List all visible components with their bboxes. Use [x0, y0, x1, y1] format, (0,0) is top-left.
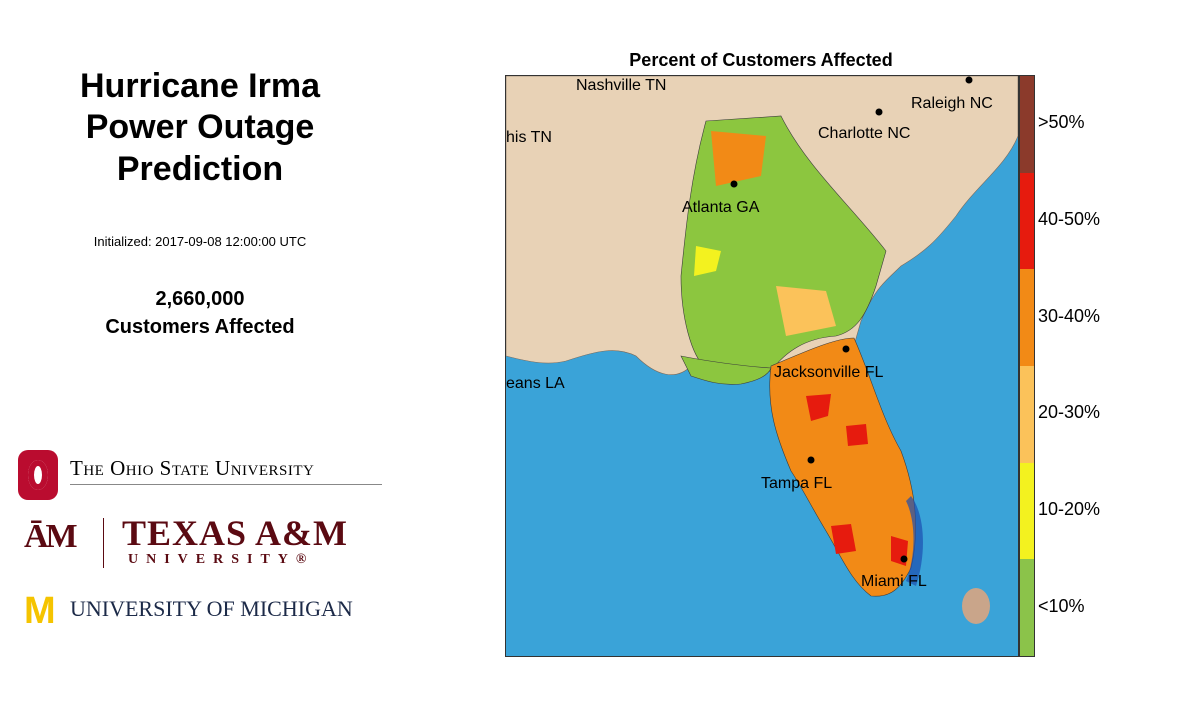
city-marker-tampa: [807, 456, 815, 464]
city-label-charlotte: Charlotte NC: [818, 125, 910, 142]
map-svg: Nashville TN Raleigh NC Charlotte NC his…: [506, 76, 1018, 656]
map-title: Percent of Customers Affected: [629, 50, 893, 70]
texas-am-name: TEXAS A&M: [122, 513, 349, 553]
patch-40-50-c: [831, 524, 856, 554]
city-label-tampa: Tampa FL: [761, 475, 832, 492]
michigan-block-m-icon: M: [24, 590, 56, 632]
city-marker-raleigh: [965, 76, 973, 84]
panhandle-region: [680, 355, 772, 385]
texas-am-logo: ĀM TEXAS A&M UNIVERSITY®: [18, 512, 388, 572]
outage-map: Nashville TN Raleigh NC Charlotte NC his…: [505, 75, 1019, 657]
patch-north-orange: [711, 131, 766, 186]
legend-label: 10-20%: [1038, 499, 1101, 519]
city-marker-jacksonville: [842, 345, 850, 353]
city-label-nashville: Nashville TN: [576, 77, 666, 94]
ohio-state-name: The Ohio State University: [70, 456, 315, 480]
texas-am-atm-icon: ĀM: [24, 518, 78, 555]
city-marker-charlotte: [875, 108, 883, 116]
deep-water: [906, 496, 923, 586]
legend-swatch: [1020, 366, 1034, 463]
patch-20-30: [776, 286, 836, 336]
texas-am-divider: [103, 518, 104, 568]
city-label-new-orleans: eans LA: [506, 375, 565, 392]
city-label-memphis: his TN: [506, 129, 552, 146]
legend-color-bar: [1019, 75, 1035, 657]
ohio-state-logo: The Ohio State University: [18, 446, 388, 506]
patch-40-50-b: [846, 424, 868, 446]
texas-am-subtitle: UNIVERSITY®: [128, 552, 315, 567]
city-marker-atlanta: [730, 180, 738, 188]
legend-label: 30-40%: [1038, 305, 1101, 326]
ohio-state-rule: [70, 484, 382, 485]
ohio-state-block-o-icon: [18, 450, 58, 500]
legend-label: 20-30%: [1038, 402, 1101, 423]
initialized-timestamp: Initialized: 2017-09-08 12:00:00 UTC: [93, 234, 307, 249]
customers-affected-count: 2,660,000: [155, 288, 245, 310]
michigan-name: UNIVERSITY OF MICHIGAN: [70, 596, 353, 621]
legend-swatch: [1020, 269, 1034, 366]
city-label-miami: Miami FL: [861, 573, 927, 590]
customers-affected-label: Customers Affected: [105, 316, 295, 338]
island: [962, 588, 990, 624]
city-label-atlanta: Atlanta GA: [682, 199, 760, 216]
patch-40-50-a: [806, 394, 831, 421]
legend-swatch: [1020, 559, 1034, 656]
city-label-raleigh: Raleigh NC: [911, 95, 993, 112]
michigan-logo: M UNIVERSITY OF MICHIGAN: [18, 588, 388, 632]
legend-swatch: [1020, 462, 1034, 560]
florida-peninsula: [769, 337, 917, 597]
info-panel: Hurricane Irma Power Outage Prediction I…: [0, 0, 440, 720]
legend-swatch: [1020, 76, 1034, 173]
city-label-jacksonville: Jacksonville FL: [774, 364, 883, 381]
legend-label: 40-50%: [1038, 209, 1101, 229]
legend-label: <10%: [1038, 595, 1085, 616]
legend-swatch: [1020, 172, 1034, 270]
city-marker-miami: [900, 555, 908, 563]
patch-10-20: [694, 246, 721, 276]
page-title: Hurricane Irma Power Outage Prediction: [80, 67, 320, 188]
legend-label: >50%: [1038, 112, 1085, 133]
